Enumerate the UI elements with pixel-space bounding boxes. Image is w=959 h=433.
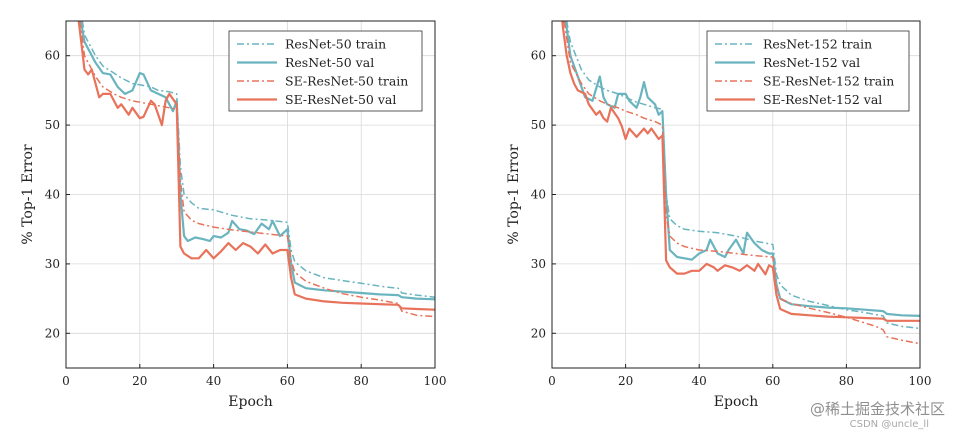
series-line-1 xyxy=(565,21,920,330)
legend-label-2: ResNet-50 val xyxy=(285,55,374,70)
legend-box xyxy=(228,30,423,112)
legend-label-3: SE-ResNet-152 train xyxy=(763,74,894,89)
chart-resnet-50: 0 20 40 60 80 100 20 30 40 50 60 Epoch % Top-1 Error… xyxy=(20,20,447,410)
legend: ResNet-152 train ResNet-152 val SE-ResNet-… xyxy=(706,30,910,112)
series-line-3 xyxy=(563,21,920,345)
x-tick-label: 100 xyxy=(909,374,932,388)
x-tick-label: 80 xyxy=(354,374,369,388)
x-axis-title: Epoch xyxy=(228,394,272,410)
y-tick-label: 30 xyxy=(45,257,60,271)
legend-label-2: ResNet-152 val xyxy=(763,55,860,70)
legend-label-4: SE-ResNet-50 val xyxy=(285,92,396,107)
y-tick-label: 20 xyxy=(531,326,546,340)
y-tick-label: 60 xyxy=(45,49,60,63)
x-tick-label: 20 xyxy=(132,374,147,388)
y-axis-title: % Top-1 Error xyxy=(506,144,522,245)
x-tick-label: 100 xyxy=(424,374,447,388)
y-tick-label: 30 xyxy=(531,257,546,271)
watermark-csdn: CSDN @uncle_ll xyxy=(849,419,929,430)
x-tick-label: 80 xyxy=(839,374,854,388)
y-tick-label: 50 xyxy=(45,118,60,132)
x-tick-label: 0 xyxy=(548,374,556,388)
x-tick-label: 20 xyxy=(618,374,633,388)
y-tick-label: 50 xyxy=(531,118,546,132)
legend-label-1: ResNet-50 train xyxy=(285,37,386,52)
series-line-1 xyxy=(81,21,435,298)
y-tick-label: 60 xyxy=(531,49,546,63)
legend-label-3: SE-ResNet-50 train xyxy=(285,74,408,89)
x-tick-label: 0 xyxy=(62,374,70,388)
chart-resnet-152: 0 20 40 60 80 100 20 30 40 50 60 Epoch % Top-1 Error… xyxy=(506,20,932,410)
series-line-2 xyxy=(79,21,435,301)
x-tick-label: 60 xyxy=(280,374,295,388)
legend-label-1: ResNet-152 train xyxy=(763,37,872,52)
x-axis-title: Epoch xyxy=(714,394,758,410)
series-line-4 xyxy=(77,21,435,311)
x-tick-label: 40 xyxy=(206,374,221,388)
series-group xyxy=(561,21,920,345)
y-tick-label: 40 xyxy=(531,188,546,202)
x-tick-label: 40 xyxy=(692,374,707,388)
watermark-juejin: @稀土掘金技术社区 xyxy=(809,400,945,418)
y-axis-title: % Top-1 Error xyxy=(20,144,36,245)
legend: ResNet-50 train ResNet-50 val SE-ResNet-50… xyxy=(228,30,423,112)
x-tick-label: 60 xyxy=(765,374,780,388)
y-tick-label: 20 xyxy=(45,326,60,340)
legend-label-4: SE-ResNet-152 val xyxy=(763,92,882,107)
series-line-4 xyxy=(561,21,920,322)
y-tick-label: 40 xyxy=(45,188,60,202)
series-group xyxy=(77,21,435,318)
